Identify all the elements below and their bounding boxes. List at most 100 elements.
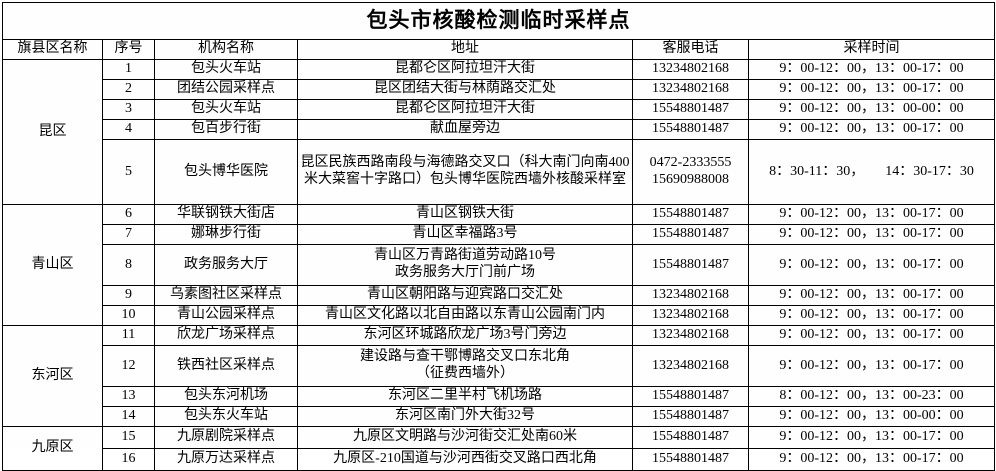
table-row: 青山区 6 华联钢铁大街店 青山区钢铁大街 15548801487 9：00-1… [2,204,996,326]
table-row: 7 娜琳步行街 青山区幸福路3号 15548801487 9：00-12：00，… [3,224,996,245]
cell-address: 昆都仑区阿拉坦汗大街 [297,59,633,80]
cell-org: 九原万达采样点 [154,448,298,471]
table-row: 14 包头东火车站 东河区南门外大街32号 15548801487 9：00-1… [3,406,996,427]
column-header-org: 机构名称 [154,39,298,60]
region-cell-qingshan: 青山区 [2,204,103,326]
cell-phone: 13234802168 [632,345,749,387]
cell-address: 昆都仑区阿拉坦汗大街 [297,99,633,120]
cell-phone: 13234802168 [632,325,749,346]
cell-time: 8：30-11：30， 14：30-17：30 [747,139,996,205]
table-row: 9 乌素图社区采样点 青山区朝阳路与迎宾路口交汇处 13234802168 9：… [3,285,996,306]
cell-no: 9 [102,285,155,306]
cell-phone: 15548801487 [632,406,749,427]
table-row: 13 包头东河机场 东河区二里半村飞机场路 15548801487 8：00-1… [3,386,996,407]
cell-no: 5 [102,139,155,205]
cell-phone: 13234802168 [632,305,749,326]
cell-address: 青山区朝阳路与迎宾路口交汇处 [297,285,633,306]
table-row: 12 铁西社区采样点 建设路与查干鄂博路交叉口东北角 （征费西墙外） 13234… [3,345,996,387]
cell-time: 9：00-12：00，13：00-17：00 [747,59,996,80]
cell-address: 东河区环城路欣龙广场3号门旁边 [297,325,633,346]
cell-no: 12 [102,345,155,387]
cell-time: 9：00-12：00，13：00-17：00 [747,119,996,140]
cell-phone: 13234802168 [632,59,749,80]
cell-org: 团结公园采样点 [154,79,298,100]
cell-time: 9：00-12：00，13：00-17：00 [747,285,996,306]
table-row: 东河区 11 欣龙广场采样点 东河区环城路欣龙广场3号门旁边 132348021… [2,325,996,427]
cell-org: 政务服务大厅 [154,244,298,286]
cell-address: 青山区万青路街道劳动路10号 政务服务大厅门前广场 [297,244,633,286]
cell-phone: 0472-2333555 15690988008 [632,139,749,205]
cell-org: 娜琳步行街 [154,224,298,245]
table-row: 16 九原万达采样点 九原区-210国道与沙河西街交叉路口西北角 1554880… [3,448,996,471]
column-header-phone: 客服电话 [632,39,749,60]
cell-address: 昆区团结大街与林荫路交汇处 [297,79,633,100]
cell-phone: 15548801487 [632,119,749,140]
header-row: 旗县区名称 序号 机构名称 地址 客服电话 采样时间 [2,39,996,60]
cell-org: 欣龙广场采样点 [154,325,298,346]
cell-org: 九原剧院采样点 [154,426,298,449]
cell-no: 15 [102,426,155,449]
cell-phone: 15548801487 [632,244,749,286]
cell-address: 东河区南门外大街32号 [297,406,633,427]
cell-org: 包百步行街 [154,119,298,140]
cell-phone: 15548801487 [632,99,749,120]
table-row: 5 包头博华医院 昆区民族西路南段与海德路交叉口（科大南门向南400米大菜窖十字… [3,139,996,205]
table-row: 九原区 15 九原剧院采样点 九原区文明路与沙河街交汇处南60米 1554880… [2,426,996,471]
cell-org: 包头火车站 [154,99,298,120]
column-header-region: 旗县区名称 [2,39,103,60]
cell-org: 青山公园采样点 [154,305,298,326]
table-row: 2 团结公园采样点 昆区团结大街与林荫路交汇处 13234802168 9：00… [3,79,996,100]
cell-no: 2 [102,79,155,100]
cell-no: 7 [102,224,155,245]
table-row: 昆区 1 包头火车站 昆都仑区阿拉坦汗大街 13234802168 9：00-1… [2,59,996,205]
cell-org: 包头火车站 [154,59,298,80]
table-row: 4 包百步行街 献血屋旁边 15548801487 9：00-12：00，13：… [3,119,996,140]
cell-time: 9：00-12：00，13：00-17：00 [747,345,996,387]
cell-address: 东河区二里半村飞机场路 [297,386,633,407]
cell-no: 1 [102,59,155,80]
cell-address: 建设路与查干鄂博路交叉口东北角 （征费西墙外） [297,345,633,387]
cell-no: 4 [102,119,155,140]
cell-org: 包头博华医院 [154,139,298,205]
cell-no: 3 [102,99,155,120]
column-header-address: 地址 [297,39,633,60]
cell-time: 9：00-12：00，13：00-17：00 [747,426,996,449]
table-row: 8 政务服务大厅 青山区万青路街道劳动路10号 政务服务大厅门前广场 15548… [3,244,996,286]
cell-no: 8 [102,244,155,286]
cell-org: 包头东河机场 [154,386,298,407]
cell-time: 9：00-12：00，13：00-17：00 [747,204,996,225]
cell-no: 10 [102,305,155,326]
table-row: 3 包头火车站 昆都仑区阿拉坦汗大街 15548801487 9：00-12：0… [3,99,996,120]
cell-phone: 15548801487 [632,448,749,471]
page-title: 包头市核酸检测临时采样点 [1,2,996,40]
cell-no: 6 [102,204,155,225]
cell-address: 青山区文化路以北自由路以东青山公园南门内 [297,305,633,326]
cell-address: 昆区民族西路南段与海德路交叉口（科大南门向南400米大菜窖十字路口）包头博华医院… [297,139,633,205]
cell-address: 青山区钢铁大街 [297,204,633,225]
cell-time: 9：00-12：00，13：00-17：00 [747,325,996,346]
column-header-time: 采样时间 [747,39,996,60]
cell-org: 铁西社区采样点 [154,345,298,387]
cell-phone: 15548801487 [632,204,749,225]
cell-address: 九原区-210国道与沙河西街交叉路口西北角 [297,448,633,471]
cell-time: 9：00-12：00，13：00-17：00 [747,448,996,471]
cell-time: 8：00-12：00，13：00-23：00 [747,386,996,407]
cell-no: 16 [102,448,155,471]
cell-address: 献血屋旁边 [297,119,633,140]
table-row: 10 青山公园采样点 青山区文化路以北自由路以东青山公园南门内 13234802… [3,305,996,326]
column-header-no: 序号 [102,39,155,60]
cell-time: 9：00-12：00，13：00-00：00 [747,406,996,427]
cell-no: 14 [102,406,155,427]
cell-address: 青山区幸福路3号 [297,224,633,245]
cell-time: 9：00-12：00，13：00-17：00 [747,79,996,100]
region-cell-donghe: 东河区 [2,325,103,427]
cell-phone: 15548801487 [632,426,749,449]
cell-time: 9：00-12：00，13：00-17：00 [747,305,996,326]
cell-phone: 15548801487 [632,224,749,245]
cell-phone: 13234802168 [632,285,749,306]
cell-org: 乌素图社区采样点 [154,285,298,306]
cell-phone: 13234802168 [632,79,749,100]
cell-phone: 15548801487 [632,386,749,407]
